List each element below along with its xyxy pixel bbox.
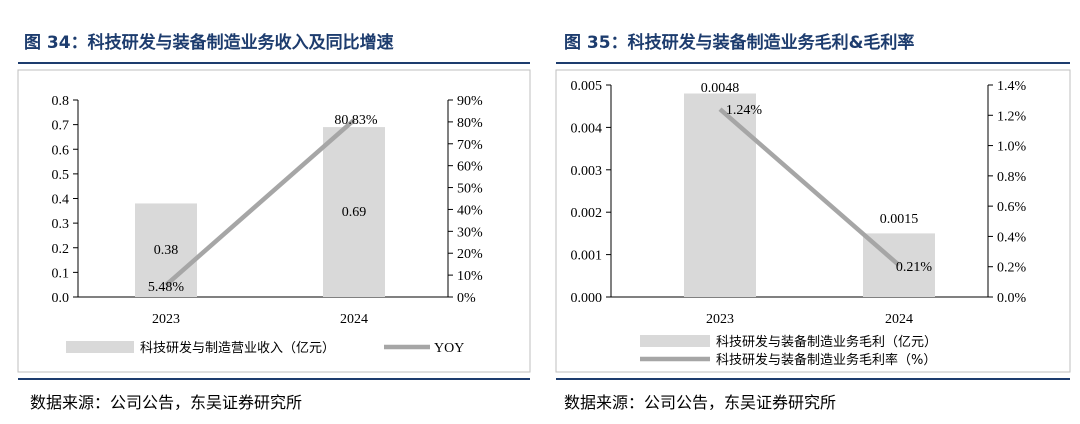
x-axis-tick-label: 2023 xyxy=(152,312,180,327)
source-rule xyxy=(18,378,530,380)
right-axis-tick-label: 0.2% xyxy=(997,261,1027,276)
legend-label: YOY xyxy=(434,341,464,356)
right-axis-tick-label: 0.0% xyxy=(997,291,1027,306)
bar-2023 xyxy=(135,203,197,297)
title-rule xyxy=(18,62,530,64)
figure-35: 图 35：科技研发与装备制造业务毛利&毛利率 0.000 0.001 0.002 0.… xyxy=(548,0,1080,424)
bar-data-label: 0.0048 xyxy=(701,81,740,96)
bar-2023 xyxy=(684,93,756,297)
figure-title: 图 35：科技研发与装备制造业务毛利&毛利率 xyxy=(564,33,915,53)
right-axis-tick-label: 1.4% xyxy=(997,79,1027,94)
source-note: 数据来源：公司公告，东吴证券研究所 xyxy=(30,393,303,412)
legend-label: 科技研发与装备制造业务毛利（亿元） xyxy=(716,334,937,350)
right-axis-tick-label: 1.0% xyxy=(997,140,1027,155)
x-axis-tick-label: 2024 xyxy=(885,312,913,327)
figure-34: 图 34：科技研发与装备制造业务收入及同比增速 0.0 0.1 0.2 0.3 0.4 0… xyxy=(17,33,531,412)
source-note: 数据来源：公司公告，东吴证券研究所 xyxy=(564,393,837,412)
chart-35: 0.000 0.001 0.002 0.003 0.004 0.005 0.0% 0.2% 0.… xyxy=(555,69,1071,373)
right-axis-tick-label: 0.6% xyxy=(997,200,1027,215)
right-axis-tick-label: 50% xyxy=(457,182,483,197)
line-data-label: 80.83% xyxy=(334,113,378,128)
right-axis-tick-label: 0.4% xyxy=(997,230,1027,245)
left-axis-tick-label: 0.7 xyxy=(52,119,70,134)
legend-swatch-bar xyxy=(66,341,134,353)
bar-data-label: 0.38 xyxy=(154,243,179,258)
left-axis-tick-label: 0.5 xyxy=(52,168,70,183)
left-axis-tick-label: 0.8 xyxy=(52,94,70,109)
source-rule xyxy=(556,378,1070,380)
bar-data-label: 0.0015 xyxy=(880,212,919,227)
x-axis-tick-label: 2024 xyxy=(340,312,368,327)
left-axis-tick-label: 0.004 xyxy=(571,121,603,136)
right-axis-tick-label: 40% xyxy=(457,203,483,218)
figure-title: 图 34：科技研发与装备制造业务收入及同比增速 xyxy=(24,33,394,53)
plot-frame xyxy=(17,69,531,373)
title-rule xyxy=(556,62,1070,64)
right-axis-tick-label: 10% xyxy=(457,269,483,284)
right-axis-tick-label: 80% xyxy=(457,116,483,131)
left-axis-tick-label: 0.000 xyxy=(571,291,603,306)
legend-swatch-bar xyxy=(640,335,710,347)
line-data-label: 1.24% xyxy=(726,103,763,118)
left-axis-tick-label: 0.1 xyxy=(52,266,70,281)
right-axis-tick-label: 1.2% xyxy=(997,109,1027,124)
right-axis-tick-label: 90% xyxy=(457,94,483,109)
yoy-line xyxy=(164,118,356,287)
line-data-label: 0.21% xyxy=(896,260,933,275)
left-axis-tick-label: 0.2 xyxy=(52,242,70,257)
legend-label: 科技研发与制造营业收入（亿元） xyxy=(140,340,335,356)
right-axis-tick-label: 0% xyxy=(457,291,476,306)
legend-label: 科技研发与装备制造业务毛利率（%） xyxy=(716,352,936,368)
right-axis-tick-label: 30% xyxy=(457,225,483,240)
left-axis-tick-label: 0.003 xyxy=(571,164,603,179)
right-axis-tick-label: 0.8% xyxy=(997,170,1027,185)
yoy-line xyxy=(718,107,901,267)
right-axis-tick-label: 20% xyxy=(457,247,483,262)
bar-data-label: 0.69 xyxy=(342,205,367,220)
left-axis-tick-label: 0.6 xyxy=(52,143,70,158)
left-axis-tick-label: 0.001 xyxy=(571,249,603,264)
plot-frame xyxy=(555,69,1071,373)
right-axis-tick-label: 70% xyxy=(457,138,483,153)
line-data-label: 5.48% xyxy=(148,280,185,295)
left-axis-tick-label: 0.4 xyxy=(52,193,70,208)
chart-34: 0.0 0.1 0.2 0.3 0.4 0.5 0.6 0.7 0.8 0% 10% 20% 30% 40… xyxy=(17,69,531,373)
left-axis-tick-label: 0.005 xyxy=(571,79,603,94)
right-axis-tick-label: 60% xyxy=(457,160,483,175)
x-axis-tick-label: 2023 xyxy=(706,312,734,327)
left-axis-tick-label: 0.0 xyxy=(52,291,70,306)
left-axis-tick-label: 0.3 xyxy=(52,217,70,232)
bar-2024 xyxy=(323,127,385,298)
left-axis-tick-label: 0.002 xyxy=(571,206,603,221)
